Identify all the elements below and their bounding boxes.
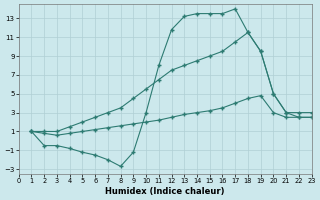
X-axis label: Humidex (Indice chaleur): Humidex (Indice chaleur) <box>105 187 225 196</box>
